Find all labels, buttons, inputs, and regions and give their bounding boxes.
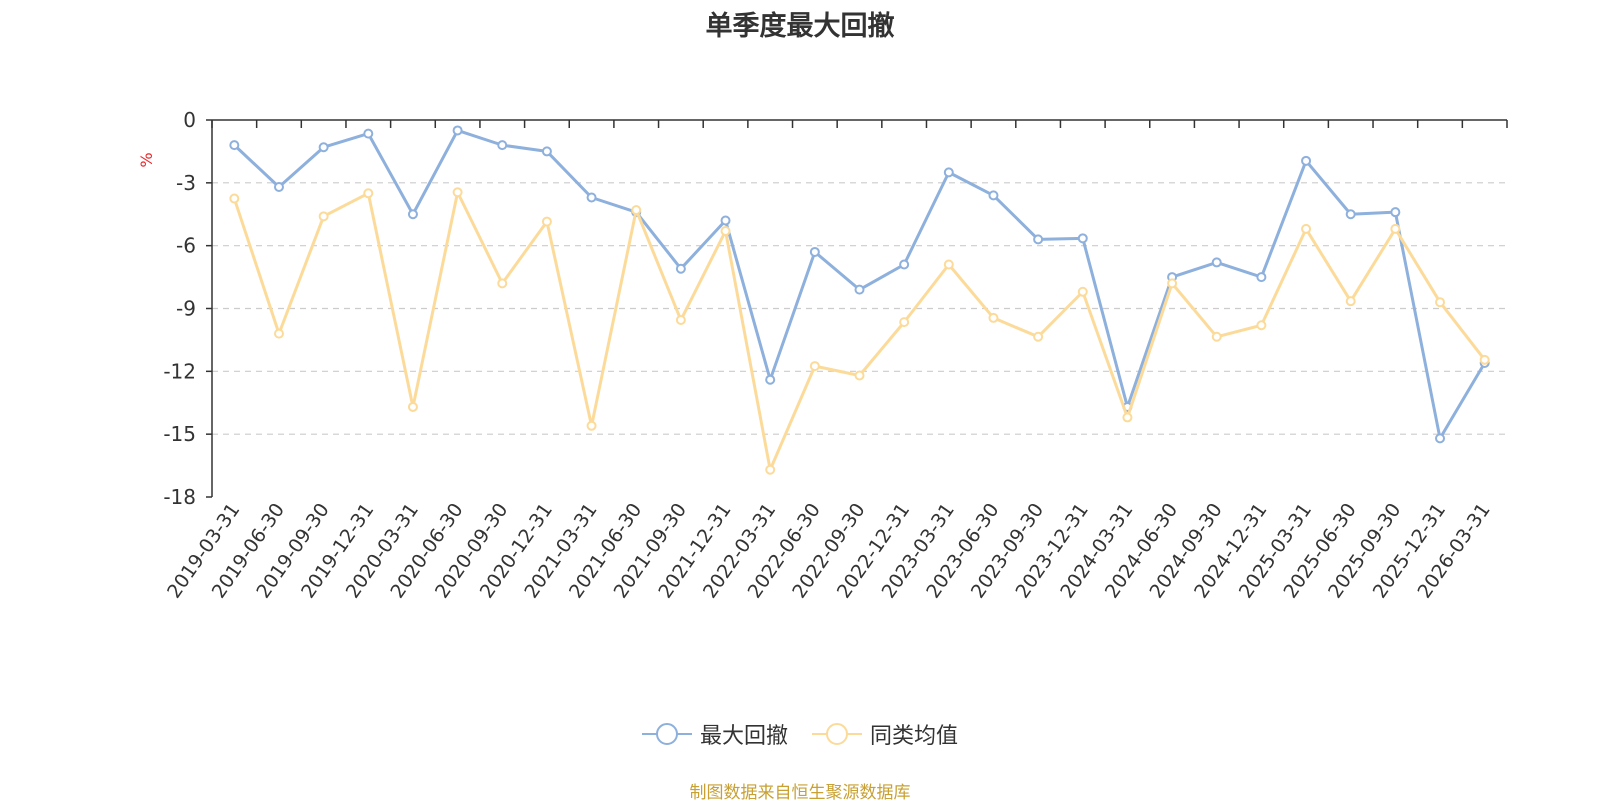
data-point[interactable] xyxy=(1077,286,1088,297)
data-point[interactable] xyxy=(497,140,508,151)
data-point[interactable] xyxy=(809,246,820,257)
data-point[interactable] xyxy=(1479,354,1490,365)
data-point[interactable] xyxy=(586,192,597,203)
data-point[interactable] xyxy=(1435,433,1446,444)
data-point[interactable] xyxy=(229,193,240,204)
data-point[interactable] xyxy=(407,401,418,412)
data-point[interactable] xyxy=(899,259,910,270)
data-point[interactable] xyxy=(586,420,597,431)
series-lines xyxy=(229,125,1490,475)
data-point[interactable] xyxy=(899,317,910,328)
data-point[interactable] xyxy=(1435,297,1446,308)
y-tick-labels: 0 -3 -6 -9 -12 -15 -18 xyxy=(163,108,196,509)
legend-line-circle-icon xyxy=(641,723,692,745)
y-tick-label: -9 xyxy=(176,297,196,321)
y-tick-label: -3 xyxy=(176,171,196,195)
grid-lines xyxy=(212,182,1507,435)
data-point[interactable] xyxy=(1211,257,1222,268)
data-point[interactable] xyxy=(452,125,463,136)
data-point[interactable] xyxy=(1256,320,1267,331)
data-point[interactable] xyxy=(631,205,642,216)
legend-label-max-drawdown: 最大回撤 xyxy=(699,724,788,749)
data-point[interactable] xyxy=(541,216,552,227)
data-point[interactable] xyxy=(720,215,731,226)
data-point[interactable] xyxy=(273,328,284,339)
legend-line-circle-icon xyxy=(812,723,862,745)
data-point[interactable] xyxy=(1122,412,1133,423)
data-point[interactable] xyxy=(1390,207,1401,218)
data-point[interactable] xyxy=(452,187,463,198)
chart-title: 单季度最大回撤 xyxy=(705,11,895,42)
data-point[interactable] xyxy=(541,146,552,157)
data-point[interactable] xyxy=(988,312,999,323)
data-point[interactable] xyxy=(809,361,820,372)
data-point[interactable] xyxy=(1345,296,1356,307)
data-point[interactable] xyxy=(943,167,954,178)
data-point[interactable] xyxy=(1301,223,1312,234)
data-point[interactable] xyxy=(1211,331,1222,342)
data-point[interactable] xyxy=(765,464,776,475)
data-point[interactable] xyxy=(1301,155,1312,166)
y-tick-label: -15 xyxy=(163,422,196,446)
legend-item-category-average[interactable]: 同类均值 xyxy=(812,718,958,750)
y-tick-label: -6 xyxy=(176,234,196,258)
data-point[interactable] xyxy=(854,370,865,381)
legend: 最大回撤 同类均值 xyxy=(0,718,1600,750)
data-point[interactable] xyxy=(1077,233,1088,244)
data-point[interactable] xyxy=(363,188,374,199)
data-point[interactable] xyxy=(720,226,731,237)
y-tick-label: 0 xyxy=(183,108,196,132)
data-point[interactable] xyxy=(229,140,240,151)
data-point[interactable] xyxy=(407,209,418,220)
data-point[interactable] xyxy=(318,142,329,153)
data-point[interactable] xyxy=(854,284,865,295)
y-tick-label: -12 xyxy=(163,359,196,383)
data-point[interactable] xyxy=(318,211,329,222)
y-tick-label: -18 xyxy=(163,485,196,509)
x-tick-labels: 2019-03-312019-06-302019-09-302019-12-31… xyxy=(163,499,1495,602)
axes xyxy=(206,119,1508,498)
data-point[interactable] xyxy=(497,278,508,289)
data-point[interactable] xyxy=(1033,234,1044,245)
y-axis-label: % xyxy=(137,152,156,167)
data-point[interactable] xyxy=(943,259,954,270)
data-point[interactable] xyxy=(1033,331,1044,342)
data-point[interactable] xyxy=(1390,223,1401,234)
series-line-1 xyxy=(232,190,1486,472)
data-point[interactable] xyxy=(363,128,374,139)
legend-label-category-average: 同类均值 xyxy=(870,724,959,749)
data-point[interactable] xyxy=(1256,272,1267,283)
data-point[interactable] xyxy=(988,190,999,201)
data-point[interactable] xyxy=(1345,209,1356,220)
data-point[interactable] xyxy=(273,182,284,193)
data-point[interactable] xyxy=(675,263,686,274)
data-point[interactable] xyxy=(765,374,776,385)
data-point[interactable] xyxy=(1167,278,1178,289)
source-note: 制图数据来自恒生聚源数据库 xyxy=(689,783,911,803)
series-line-0 xyxy=(233,128,1486,440)
data-point[interactable] xyxy=(675,315,686,326)
legend-item-max-drawdown[interactable]: 最大回撤 xyxy=(641,718,788,750)
